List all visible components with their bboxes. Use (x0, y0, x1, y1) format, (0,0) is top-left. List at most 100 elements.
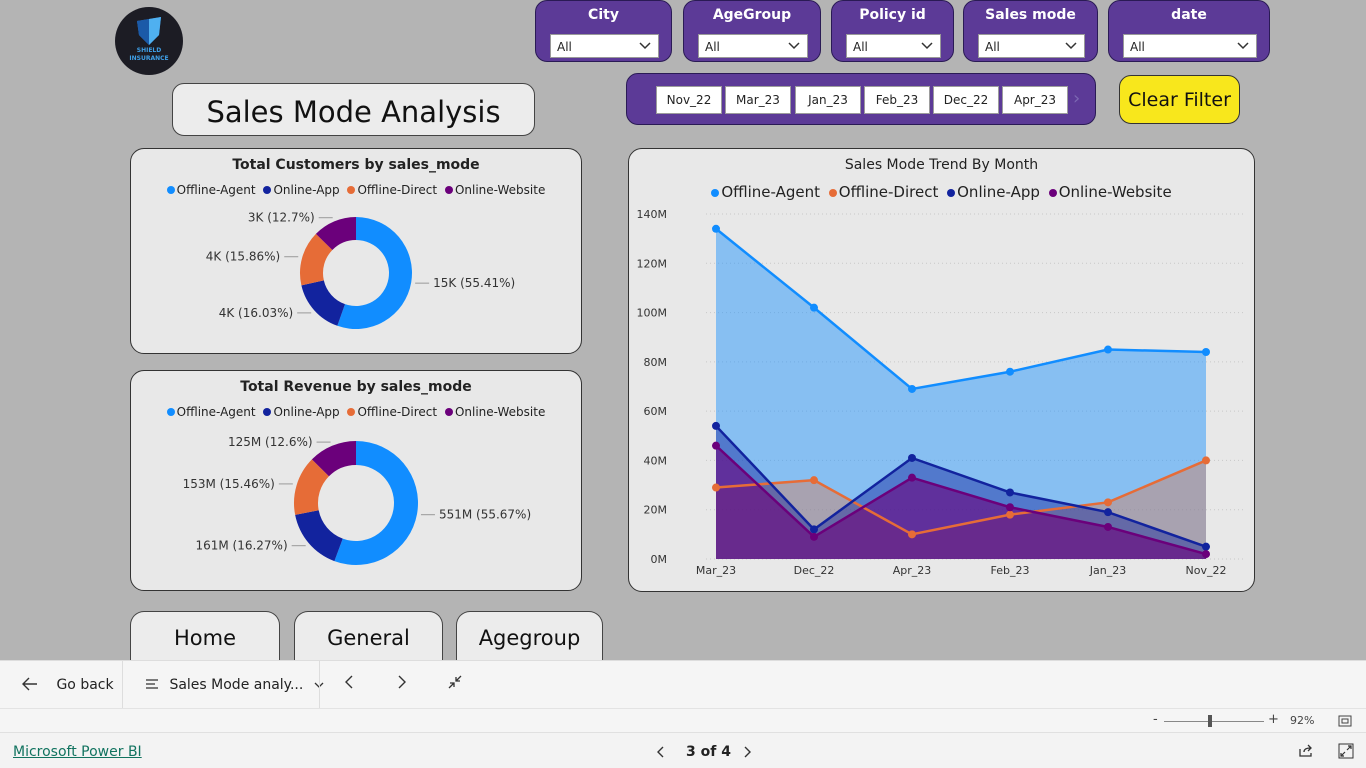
data-point-offline-agent[interactable] (1104, 345, 1112, 354)
next-page-button[interactable] (397, 661, 407, 709)
data-point-online-app[interactable] (1006, 488, 1014, 497)
legend-item: Offline-Direct (347, 183, 437, 197)
donut-data-label: 4K (15.86%) (206, 250, 280, 264)
series-line-offline-agent (715, 227, 1207, 391)
general-nav-button[interactable]: General (294, 611, 443, 660)
data-point-online-website[interactable] (1202, 550, 1210, 559)
slicer-date: date All (1108, 0, 1270, 62)
data-point-offline-agent[interactable] (810, 303, 818, 312)
y-tick-label: 0M (651, 553, 668, 566)
x-tick-label: Dec_22 (794, 564, 835, 577)
data-point-offline-agent[interactable] (712, 224, 720, 233)
data-point-offline-direct[interactable] (712, 483, 720, 492)
slicer-city: City All (535, 0, 672, 62)
legend-label: Offline-Agent (176, 183, 256, 197)
fullscreen-icon[interactable] (1338, 743, 1354, 759)
data-point-online-app[interactable] (810, 525, 818, 534)
slicer-label: Sales mode (985, 7, 1076, 23)
slicer-label: date (1171, 7, 1207, 23)
data-point-online-website[interactable] (712, 441, 720, 450)
data-point-offline-agent[interactable] (908, 384, 916, 393)
y-tick-label: 140M (637, 208, 668, 221)
slicer-label: AgeGroup (712, 7, 792, 23)
page-menu-dropdown[interactable]: Sales Mode analy... (145, 661, 324, 709)
donut-slice-offline-agent[interactable] (337, 217, 412, 329)
chart-title: Sales Mode Trend By Month (844, 157, 1039, 173)
legend-item: Online-App (263, 183, 340, 197)
data-point-online-app[interactable] (1104, 508, 1112, 517)
home-nav-button[interactable]: Home (130, 611, 280, 660)
data-point-online-app[interactable] (712, 421, 720, 430)
data-point-offline-direct[interactable] (1104, 498, 1112, 507)
data-point-online-website[interactable] (908, 473, 916, 482)
date-tile[interactable]: Jan_23 (795, 86, 861, 114)
legend-item: Online-App (263, 405, 340, 419)
zoom-slider[interactable] (1164, 721, 1264, 722)
go-back-label: Go back (56, 677, 114, 693)
x-tick-label: Feb_23 (991, 564, 1030, 577)
donut-slice-online-app[interactable] (295, 510, 343, 562)
chart-title: Total Revenue by sales_mode (240, 379, 472, 395)
zoom-slider-thumb[interactable] (1208, 715, 1212, 727)
data-point-online-app[interactable] (908, 453, 916, 462)
go-back-button[interactable]: Go back (22, 661, 114, 709)
dropdown-value: All (1130, 40, 1145, 54)
revenue-donut-chart: 551M (55.67%) 161M (16.27%) 153M (15.46%) 1… (183, 435, 531, 565)
donut-data-label: 551M (55.67%) (439, 508, 531, 522)
chevron-right-icon[interactable] (742, 746, 752, 758)
donut-slice-offline-agent[interactable] (334, 441, 419, 565)
chart-legend: Offline-Agent Online-App Offline-Direct … (131, 405, 581, 419)
power-bi-link[interactable]: Microsoft Power BI (13, 744, 142, 760)
zoom-in-button[interactable]: + (1268, 712, 1279, 727)
data-point-online-app[interactable] (1202, 542, 1210, 551)
legend-item: Online-Website (444, 183, 545, 197)
data-point-offline-agent[interactable] (1006, 367, 1014, 376)
donut-data-label: 15K (55.41%) (433, 276, 515, 290)
policy-id-dropdown[interactable]: All (846, 34, 941, 58)
chevron-left-icon[interactable] (656, 746, 666, 758)
zoom-percent: 92% (1290, 714, 1315, 727)
slicer-label: Policy id (859, 7, 926, 23)
city-dropdown[interactable]: All (550, 34, 659, 58)
data-point-online-website[interactable] (810, 532, 818, 541)
date-tile[interactable]: Apr_23 (1002, 86, 1068, 114)
legend-label: Offline-Direct (838, 183, 939, 201)
sales-mode-dropdown[interactable]: All (978, 34, 1085, 58)
data-point-offline-direct[interactable] (1006, 510, 1014, 519)
date-tile[interactable]: Nov_22 (656, 86, 722, 114)
legend-label: Online-App (273, 183, 340, 197)
exit-focus-button[interactable] (448, 661, 462, 709)
slicer-policy-id: Policy id All (831, 0, 954, 62)
previous-page-button[interactable] (344, 661, 354, 709)
x-tick-label: Jan_23 (1089, 564, 1126, 577)
donut-slice-online-website[interactable] (311, 441, 356, 477)
data-point-online-website[interactable] (1104, 522, 1112, 531)
date-tile[interactable]: Feb_23 (864, 86, 930, 114)
date-dropdown[interactable]: All (1123, 34, 1257, 58)
donut-slice-offline-direct[interactable] (294, 459, 329, 515)
collapse-icon (448, 675, 462, 689)
date-tile[interactable]: Dec_22 (933, 86, 999, 114)
data-point-offline-direct[interactable] (1202, 456, 1210, 465)
slicer-label: City (588, 7, 619, 23)
data-point-offline-direct[interactable] (908, 530, 916, 539)
chevron-right-icon[interactable]: › (1073, 88, 1081, 109)
share-icon[interactable] (1298, 744, 1314, 758)
data-point-offline-direct[interactable] (810, 476, 818, 485)
zoom-out-button[interactable]: - (1153, 712, 1158, 727)
fit-to-page-icon[interactable] (1338, 715, 1352, 727)
date-tile[interactable]: Mar_23 (725, 86, 791, 114)
donut-slice-online-app[interactable] (301, 280, 345, 326)
data-point-offline-agent[interactable] (1202, 348, 1210, 356)
agegroup-dropdown[interactable]: All (698, 34, 808, 58)
clear-filter-button[interactable]: Clear Filter (1119, 75, 1240, 124)
donut-slice-online-website[interactable] (315, 217, 356, 250)
data-point-online-website[interactable] (1006, 503, 1014, 512)
donut-slice-offline-direct[interactable] (300, 233, 333, 286)
legend-item: Online-Website (444, 405, 545, 419)
chevron-down-icon (314, 682, 324, 688)
chevron-down-icon (639, 42, 651, 50)
agegroup-nav-button[interactable]: Agegroup (456, 611, 603, 660)
y-tick-label: 100M (637, 307, 668, 320)
report-canvas: SHIELD INSURANCE Sales Mode Analysis Cit… (115, 0, 1270, 660)
